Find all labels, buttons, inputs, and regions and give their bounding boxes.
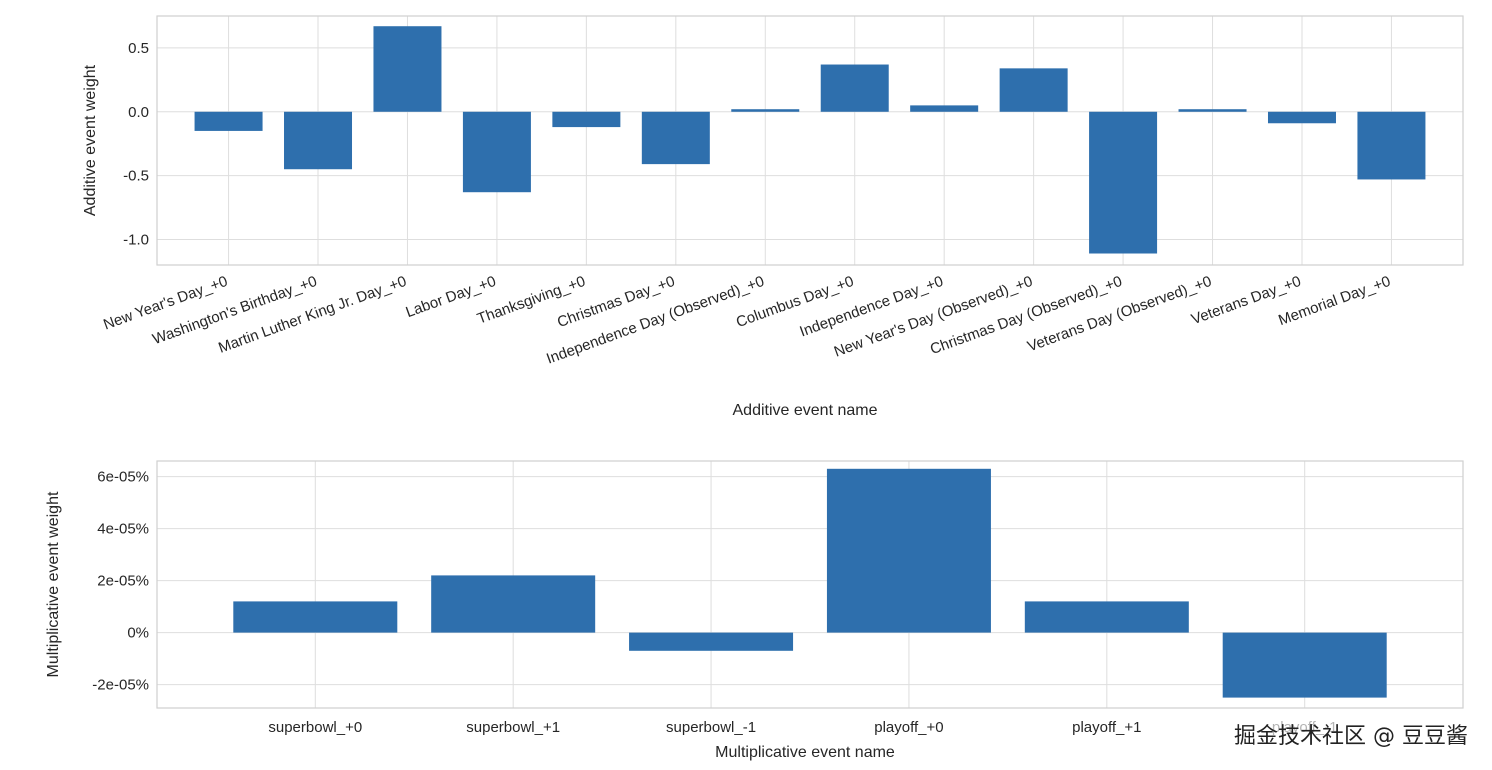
bar [826,468,991,633]
bar [1267,111,1336,124]
bar [910,105,979,112]
bar [629,632,794,651]
bar [233,601,398,633]
bar [731,109,800,112]
x-tick-label: playoff_+0 [874,719,943,736]
bar [1178,109,1247,112]
bar [1089,111,1158,254]
y-tick-label: -1.0 [123,231,149,248]
x-tick-label: superbowl_+0 [268,719,362,736]
y-tick-label: -2e-05% [92,677,149,694]
x-axis-label: Multiplicative event name [715,744,895,761]
y-tick-label: 4e-05% [97,521,149,538]
bar [552,111,621,128]
bar [1024,601,1189,633]
axes-frame [156,15,1464,266]
bar [373,26,442,112]
y-axis-label: Additive event weight [82,64,99,216]
y-tick-label: 0% [127,625,149,642]
bar [462,111,531,193]
y-tick-label: 6e-05% [97,469,149,486]
watermark-text: 掘金技术社区 @ 豆豆酱 [1232,718,1470,750]
x-tick-label: superbowl_+1 [466,719,560,736]
chart-2: 6e-05% 4e-05% 2e-05% 0% -2e-05% superbowl_+0 s… [45,460,1464,761]
bar [431,575,596,633]
x-tick-label: playoff_+1 [1072,719,1141,736]
x-tick-label: superbowl_-1 [666,719,756,736]
bar [820,64,889,112]
y-tick-label: -0.5 [123,168,149,185]
bar [194,111,263,131]
axes-frame [156,460,1464,709]
y-tick-label: 0.5 [128,40,149,57]
bar [999,68,1068,112]
bar [284,111,353,170]
x-axis-label: Additive event name [733,402,878,419]
plot-area [157,16,1463,265]
bar [641,111,710,165]
y-tick-label: 0.0 [128,104,149,121]
y-axis-label: Multiplicative event weight [45,491,62,677]
bar [1222,632,1387,698]
bar [1357,111,1426,180]
y-tick-label: 2e-05% [97,573,149,590]
